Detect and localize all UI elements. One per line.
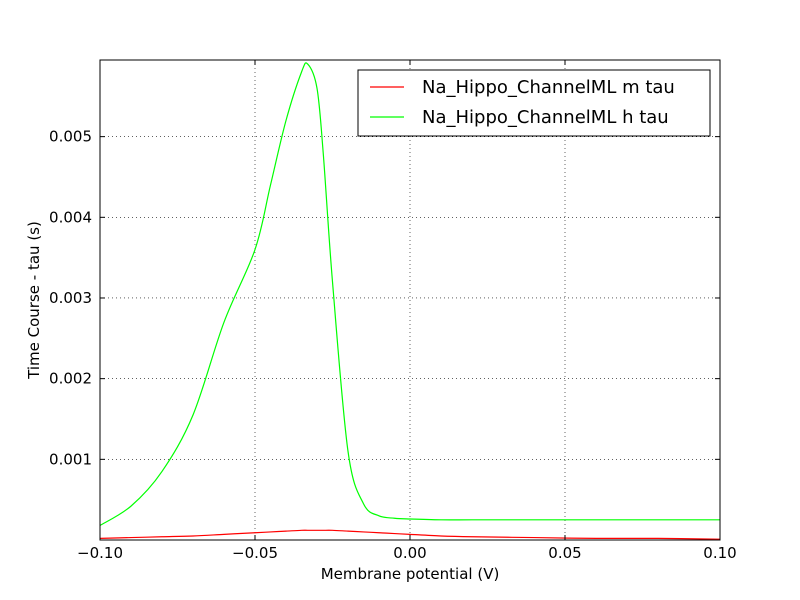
x-tick-label: 0.10 (703, 544, 736, 562)
y-axis-label: Time Course - tau (s) (25, 221, 43, 380)
x-tick-label: −0.05 (232, 544, 278, 562)
x-axis-label: Membrane potential (V) (321, 565, 500, 583)
legend-box (357, 69, 711, 137)
m-tau-line (99, 529, 721, 540)
y-tick-label: 0.001 (49, 450, 92, 468)
series-lines (99, 62, 721, 540)
x-tick-labels: −0.10 −0.05 0.00 0.05 0.10 (77, 544, 737, 562)
ticks (99, 60, 721, 540)
x-tick-label: 0.05 (548, 544, 581, 562)
y-tick-label: 0.002 (49, 370, 92, 388)
legend-label-h-tau: Na_Hippo_ChannelML h tau (422, 107, 669, 128)
x-tick-label: 0.00 (393, 544, 426, 562)
x-tick-label: −0.10 (77, 544, 123, 562)
legend: Na_Hippo_ChannelML m tau Na_Hippo_Channe… (357, 69, 711, 137)
y-tick-label: 0.005 (49, 128, 92, 146)
grid (100, 60, 720, 540)
y-tick-label: 0.003 (49, 289, 92, 307)
y-tick-labels: 0.001 0.002 0.003 0.004 0.005 (49, 128, 92, 469)
legend-label-m-tau: Na_Hippo_ChannelML m tau (422, 77, 675, 98)
h-tau-line (99, 62, 720, 526)
y-tick-label: 0.004 (49, 208, 92, 226)
